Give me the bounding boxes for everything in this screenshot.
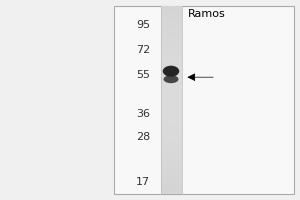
Bar — [160, 81, 182, 84]
Bar — [160, 125, 182, 128]
Bar — [160, 72, 182, 75]
Bar — [160, 53, 182, 56]
Bar — [160, 156, 182, 160]
Bar — [160, 172, 182, 175]
Ellipse shape — [164, 75, 178, 83]
Bar — [160, 87, 182, 91]
Bar — [160, 69, 182, 72]
Bar — [160, 138, 182, 141]
Bar — [160, 37, 182, 40]
Text: 55: 55 — [136, 70, 150, 80]
Bar — [160, 134, 182, 138]
Bar — [160, 34, 182, 37]
Bar — [114, 6, 294, 194]
Bar — [160, 59, 182, 62]
Bar — [160, 12, 182, 15]
Bar — [160, 62, 182, 66]
Bar — [160, 163, 182, 166]
Bar — [160, 44, 182, 47]
Bar — [160, 169, 182, 172]
Text: 36: 36 — [136, 109, 150, 119]
Text: 72: 72 — [136, 45, 150, 55]
Bar — [160, 19, 182, 22]
Bar — [160, 185, 182, 188]
Bar — [160, 40, 182, 44]
Bar — [160, 31, 182, 34]
Bar — [160, 128, 182, 131]
Bar — [160, 178, 182, 181]
Bar — [160, 97, 182, 100]
Bar — [160, 141, 182, 144]
Bar — [160, 6, 182, 9]
Bar — [160, 25, 182, 28]
Bar — [160, 113, 182, 116]
Bar — [160, 100, 182, 103]
Bar — [160, 131, 182, 134]
Text: 28: 28 — [136, 132, 150, 142]
Bar — [160, 91, 182, 94]
Bar — [160, 94, 182, 97]
Bar — [160, 116, 182, 119]
Bar — [160, 56, 182, 59]
Bar — [160, 160, 182, 163]
Bar — [160, 103, 182, 106]
Bar — [160, 22, 182, 25]
Bar — [160, 150, 182, 153]
Bar — [160, 106, 182, 109]
Bar — [160, 50, 182, 53]
Bar — [160, 119, 182, 122]
Bar — [160, 84, 182, 87]
Bar — [160, 166, 182, 169]
Bar — [160, 147, 182, 150]
Bar — [160, 9, 182, 12]
Bar — [160, 122, 182, 125]
Bar — [160, 15, 182, 19]
Bar — [160, 66, 182, 69]
Text: 95: 95 — [136, 20, 150, 30]
Bar — [160, 28, 182, 31]
Text: Ramos: Ramos — [188, 9, 226, 19]
Ellipse shape — [163, 66, 179, 77]
Bar — [160, 109, 182, 113]
Bar — [160, 78, 182, 81]
Bar — [160, 191, 182, 194]
Bar — [160, 144, 182, 147]
Bar — [160, 47, 182, 50]
Bar — [160, 188, 182, 191]
Bar — [160, 181, 182, 185]
Bar — [160, 175, 182, 178]
Bar — [160, 75, 182, 78]
Text: 17: 17 — [136, 177, 150, 187]
Bar — [160, 153, 182, 156]
